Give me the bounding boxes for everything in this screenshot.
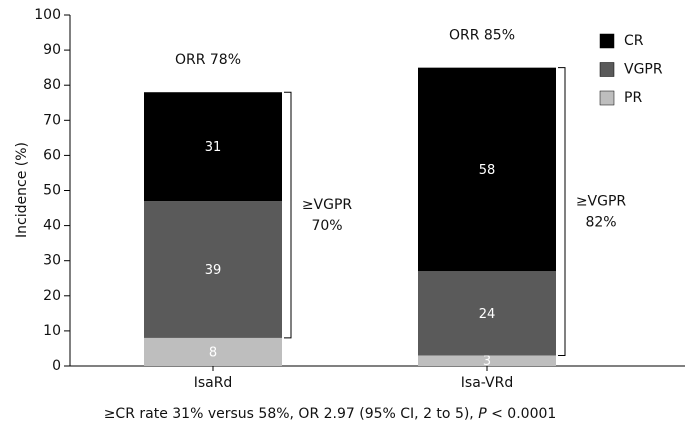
orr-label: ORR 85%	[449, 28, 515, 44]
orr-label: ORR 78%	[175, 52, 241, 68]
y-tick-label: 100	[34, 7, 61, 23]
legend-swatch	[599, 90, 615, 106]
legend-swatch	[599, 33, 615, 49]
vgpr-label: 70%	[311, 218, 342, 234]
legend-label: PR	[624, 90, 642, 106]
y-tick-label: 70	[43, 112, 61, 128]
footnote-part: < 0.0001	[487, 406, 557, 422]
bar-segment	[144, 337, 282, 366]
vgpr-label: ≥VGPR	[302, 197, 353, 213]
data-label: 58	[479, 163, 496, 178]
y-tick-label: 80	[43, 77, 61, 93]
y-tick-label: 20	[43, 288, 61, 304]
data-label: 3	[483, 354, 491, 369]
bar-segment	[418, 355, 556, 366]
legend-label: CR	[624, 33, 644, 49]
x-tick-label: Isa-VRd	[461, 375, 513, 391]
footnote-part: ≥CR rate 31% versus 58%, OR 2.97 (95% CI…	[104, 406, 479, 422]
y-tick-label: 30	[43, 253, 61, 269]
y-tick-label: 10	[43, 323, 61, 339]
y-axis-label: Incidence (%)	[14, 142, 30, 238]
bar-segment	[144, 92, 282, 202]
x-tick-label: IsaRd	[194, 375, 233, 391]
bar-segment	[144, 201, 282, 338]
bar-segment	[418, 67, 556, 272]
vgpr-label: 82%	[585, 215, 616, 231]
legend-swatch	[599, 62, 615, 77]
y-tick-label: 0	[52, 358, 61, 374]
y-tick-label: 60	[43, 147, 61, 163]
data-label: 24	[479, 307, 496, 322]
y-tick-label: 40	[43, 218, 61, 234]
data-label: 31	[205, 140, 222, 155]
data-label: 8	[209, 345, 217, 360]
y-tick-label: 50	[43, 183, 61, 199]
vgpr-label: ≥VGPR	[576, 194, 627, 210]
footnote-part: P	[478, 406, 487, 422]
bracket	[558, 67, 566, 356]
y-tick-label: 90	[43, 42, 61, 58]
bar-segment	[418, 271, 556, 356]
legend-label: VGPR	[624, 62, 663, 78]
data-label: 39	[205, 263, 222, 278]
bracket	[284, 91, 292, 339]
footnote: ≥CR rate 31% versus 58%, OR 2.97 (95% CI…	[104, 406, 557, 422]
